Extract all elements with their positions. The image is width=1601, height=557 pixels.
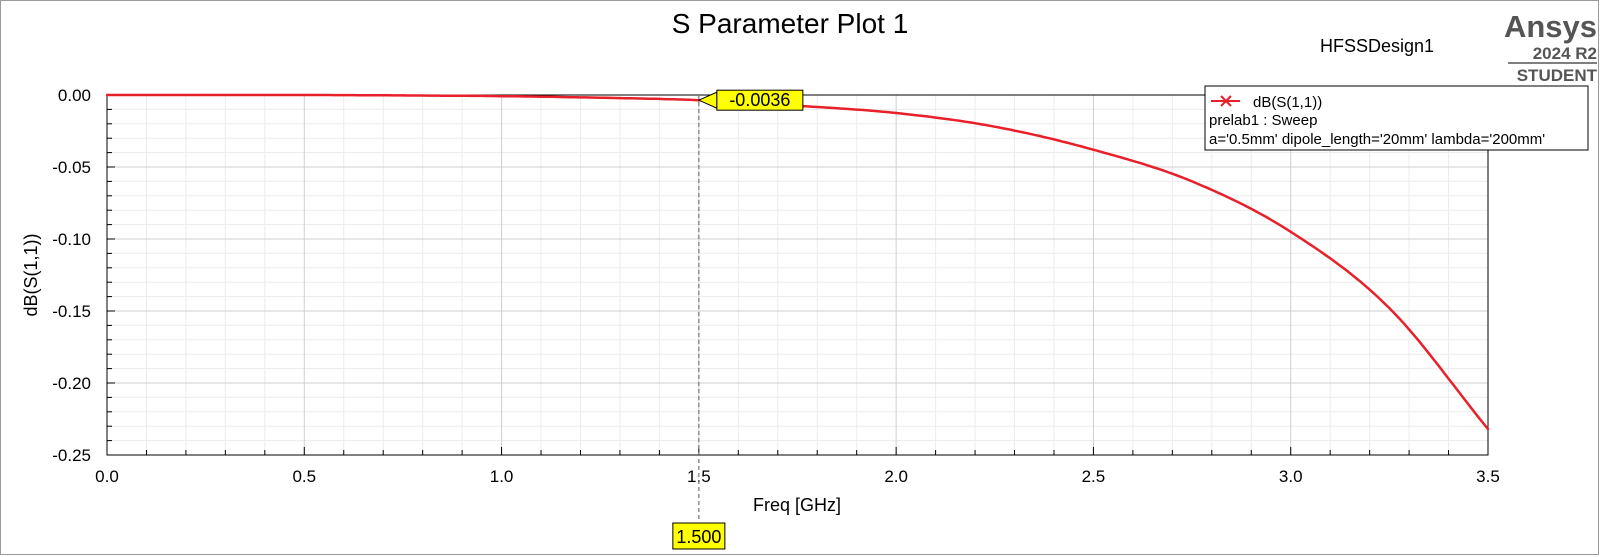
- x-axis-label: Freq [GHz]: [753, 495, 841, 515]
- y-tick-label: -0.25: [52, 446, 91, 465]
- brand-version: 2024 R2: [1533, 44, 1597, 63]
- design-name: HFSSDesign1: [1320, 36, 1434, 56]
- x-tick-label: 2.5: [1082, 467, 1106, 486]
- data-point: [500, 94, 503, 98]
- y-tick-label: 0.00: [58, 86, 91, 105]
- y-tick-label: -0.05: [52, 158, 91, 177]
- legend-trace-label: dB(S(1,1)): [1253, 94, 1322, 111]
- y-axis-label: dB(S(1,1)): [21, 233, 41, 316]
- ansys-logo: Ansys 2024 R2 STUDENT: [1504, 9, 1598, 85]
- data-point: [303, 93, 306, 97]
- data-point: [1190, 180, 1194, 183]
- x-tick-label: 3.5: [1476, 467, 1500, 486]
- data-point: [993, 125, 996, 128]
- chart-title: S Parameter Plot 1: [672, 8, 909, 39]
- data-point: [894, 111, 898, 115]
- legend-params-label: a='0.5mm' dipole_length='20mm' lambda='2…: [1209, 131, 1545, 148]
- x-tick-label: 1.0: [490, 467, 514, 486]
- data-point: [599, 96, 602, 99]
- data-point: [1486, 427, 1490, 431]
- y-tick-label: -0.10: [52, 230, 91, 249]
- data-point: [1289, 230, 1292, 233]
- y-tick-label: -0.20: [52, 374, 91, 393]
- data-point: [1388, 306, 1391, 310]
- x-tick-label: 0.0: [95, 467, 119, 486]
- legend-setup-label: prelab1 : Sweep: [1209, 112, 1317, 129]
- marker-x-label: 1.500: [676, 527, 721, 547]
- brand-name: Ansys: [1504, 9, 1597, 44]
- legend-box: [1204, 85, 1589, 151]
- x-tick-label: 0.5: [292, 467, 316, 486]
- grid: [106, 94, 1489, 456]
- brand-edition: STUDENT: [1517, 66, 1598, 85]
- data-point: [401, 94, 405, 97]
- axis-ticks: 0.0 0.5 1.0 1.5 2.0 2.5 3.0 3.50.00-0.05-0.10-0…: [52, 86, 1500, 486]
- marker-value-label: -0.0036: [729, 90, 790, 110]
- marker-group: -0.0036 1.500: [672, 89, 804, 550]
- marker-value-box[interactable]: [716, 89, 804, 111]
- marker-x-box[interactable]: [672, 522, 726, 550]
- x-tick-label: 2.0: [884, 467, 908, 486]
- data-point: [204, 93, 207, 97]
- x-tick-label: 3.0: [1279, 467, 1303, 486]
- legend[interactable]: dB(S(1,1)) prelab1 : Sweep a='0.5mm' dip…: [1204, 85, 1589, 151]
- y-tick-label: -0.15: [52, 302, 91, 321]
- legend-cross-marker-icon: [1220, 95, 1232, 107]
- data-point: [1092, 148, 1095, 151]
- data-point: [105, 93, 109, 97]
